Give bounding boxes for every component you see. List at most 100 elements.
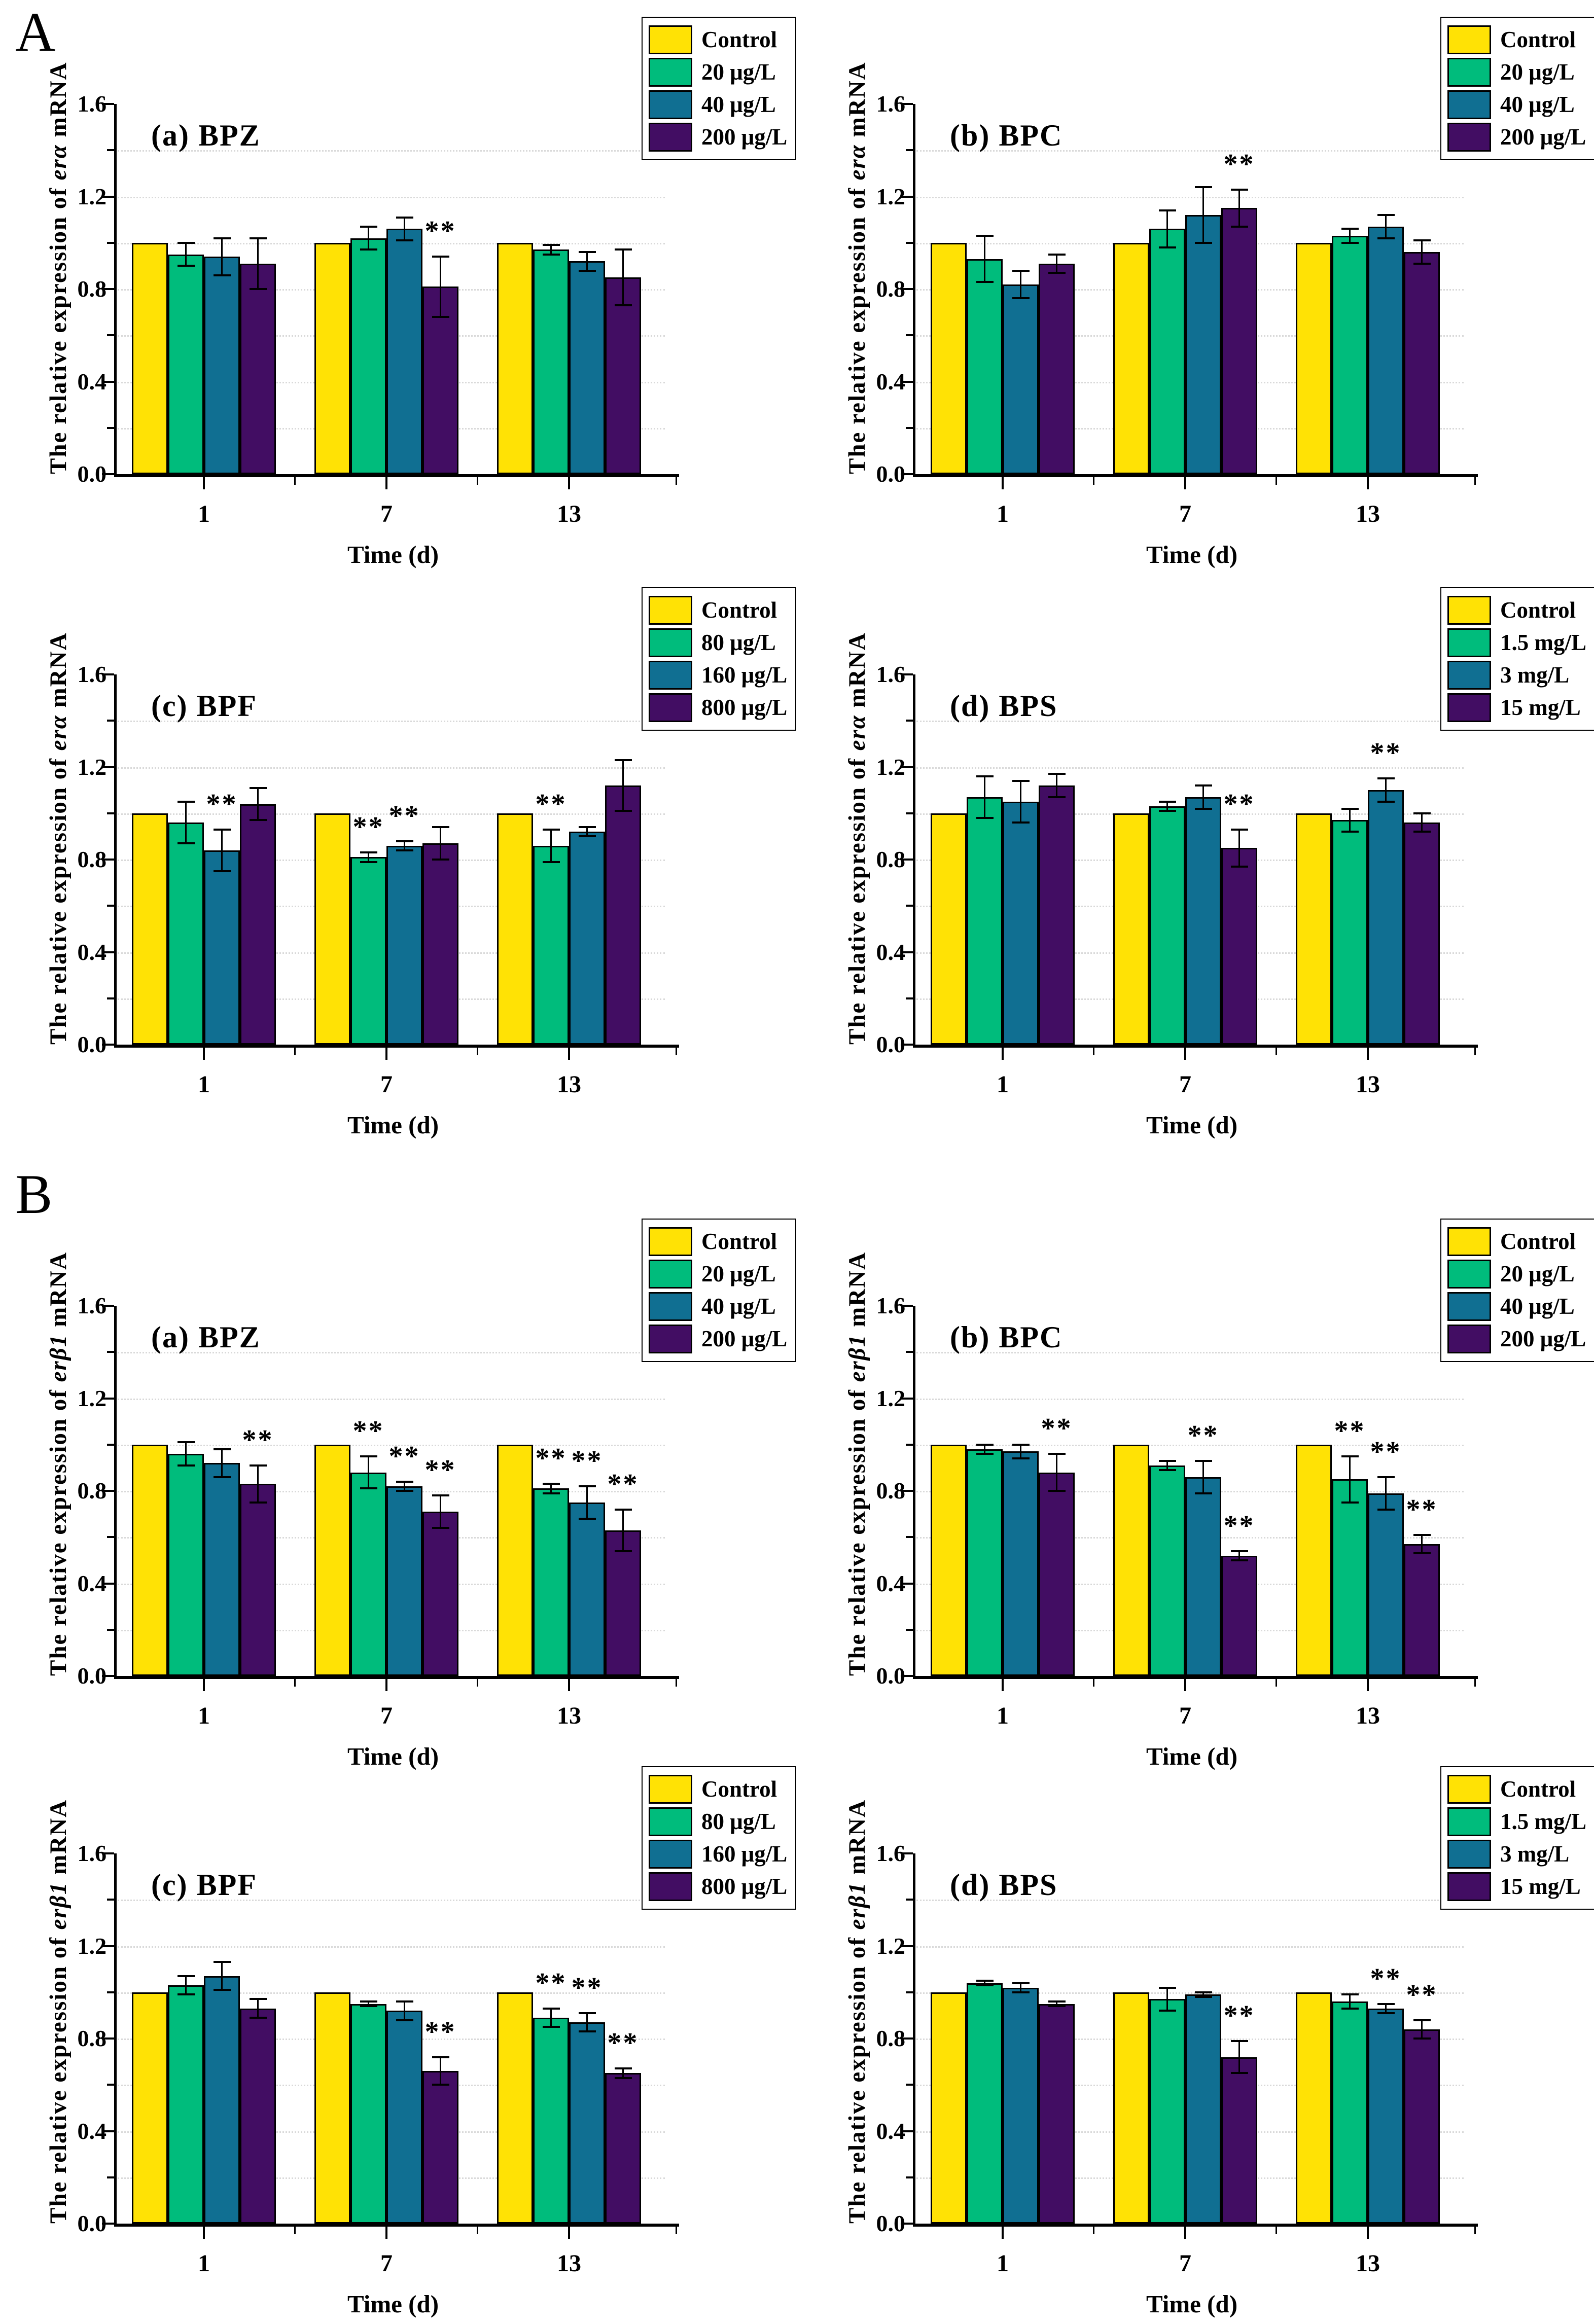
y-minor-tick bbox=[906, 1351, 913, 1353]
error-bar-cap bbox=[614, 2067, 632, 2070]
bar-800-g-L bbox=[422, 843, 458, 1045]
error-bar-cap bbox=[1377, 777, 1395, 780]
bar-800-g-L bbox=[240, 804, 276, 1045]
significance-marker: ** bbox=[1223, 148, 1255, 180]
legend-item: 160 μg/L bbox=[649, 1840, 787, 1869]
legend-swatch bbox=[1447, 1292, 1491, 1321]
error-bar-cap bbox=[1048, 773, 1066, 775]
bar-Control bbox=[497, 1444, 533, 1676]
x-major-tick bbox=[568, 1679, 570, 1691]
bar-1.5-mg-L bbox=[1149, 806, 1185, 1045]
legend-swatch bbox=[649, 628, 692, 657]
bar-200-g-L bbox=[240, 263, 276, 474]
error-bar-cap bbox=[1158, 800, 1176, 803]
x-major-tick bbox=[1002, 1048, 1004, 1060]
x-axis-line bbox=[913, 2224, 1478, 2227]
significance-marker: ** bbox=[1370, 737, 1402, 769]
chart-title: (a) BPZ bbox=[151, 119, 261, 152]
y-axis-line bbox=[913, 104, 915, 477]
error-bar-cap bbox=[213, 1989, 231, 1991]
legend-item: 200 μg/L bbox=[649, 1325, 787, 1353]
x-major-tick bbox=[203, 1048, 205, 1060]
bar-Control bbox=[497, 1992, 533, 2224]
bar-15-mg-L bbox=[1221, 2057, 1257, 2224]
x-major-tick bbox=[1002, 2227, 1004, 2239]
x-axis-title: Time (d) bbox=[347, 1111, 439, 1139]
legend-swatch bbox=[649, 661, 692, 690]
x-minor-tick bbox=[1093, 2227, 1094, 2234]
error-bar bbox=[185, 1976, 187, 1995]
x-tick-label: 1 bbox=[198, 2250, 210, 2277]
y-tick-label: 1.2 bbox=[77, 183, 107, 209]
legend-item: 200 μg/L bbox=[1447, 1325, 1586, 1353]
chart-title: (b) BPC bbox=[950, 119, 1063, 152]
x-tick-label: 7 bbox=[380, 1071, 393, 1098]
error-bar-cap bbox=[360, 248, 377, 251]
y-major-tick bbox=[901, 380, 913, 383]
x-axis-title: Time (d) bbox=[347, 2290, 439, 2318]
y-major-tick bbox=[901, 1044, 913, 1046]
error-bar bbox=[1421, 813, 1423, 832]
y-axis-line bbox=[114, 1306, 117, 1679]
error-bar-cap bbox=[1341, 831, 1359, 833]
y-major-tick bbox=[901, 1305, 913, 1307]
bar-20-g-L bbox=[533, 249, 569, 474]
y-tick-label: 1.6 bbox=[876, 1293, 906, 1318]
y-minor-tick bbox=[107, 905, 114, 907]
legend-swatch bbox=[649, 596, 692, 625]
error-bar-cap bbox=[614, 304, 632, 306]
error-bar-cap bbox=[1012, 1991, 1030, 1993]
legend-swatch bbox=[1447, 596, 1491, 625]
error-bar bbox=[1238, 189, 1240, 227]
error-bar-cap bbox=[1194, 807, 1212, 810]
error-bar-cap bbox=[1377, 2012, 1395, 2014]
legend-item: 40 μg/L bbox=[649, 90, 787, 119]
bar-3-mg-L bbox=[1003, 801, 1039, 1045]
bar-Control bbox=[1113, 1444, 1149, 1676]
legend-swatch bbox=[1447, 628, 1491, 657]
legend-swatch bbox=[1447, 1325, 1491, 1353]
error-bar-cap bbox=[213, 1961, 231, 1963]
bar-160-g-L bbox=[569, 2022, 605, 2224]
y-tick-label: 1.6 bbox=[876, 1840, 906, 1866]
legend-label: Control bbox=[1500, 1229, 1576, 1254]
significance-marker: ** bbox=[571, 1972, 603, 2004]
legend-swatch bbox=[649, 1840, 692, 1869]
y-axis-label-suffix: mRNA bbox=[45, 1799, 72, 1882]
chart-title: (a) BPZ bbox=[151, 1320, 261, 1354]
significance-marker: ** bbox=[535, 788, 567, 820]
error-bar bbox=[440, 2057, 441, 2085]
x-minor-tick bbox=[1276, 477, 1277, 485]
error-bar-cap bbox=[578, 826, 596, 829]
bar-20-g-L bbox=[168, 254, 204, 474]
error-bar-cap bbox=[432, 1527, 449, 1529]
x-minor-tick bbox=[1474, 477, 1476, 485]
chart-title: (d) BPS bbox=[950, 1868, 1058, 1902]
y-minor-tick bbox=[107, 1536, 114, 1539]
x-axis-title: Time (d) bbox=[347, 1742, 439, 1770]
error-bar-cap bbox=[1413, 2019, 1431, 2021]
chart-title: (c) BPF bbox=[151, 1868, 257, 1902]
bar-160-g-L bbox=[386, 2011, 422, 2224]
legend-item: Control bbox=[1447, 596, 1586, 625]
significance-marker: ** bbox=[1406, 1979, 1438, 2011]
error-bar-cap bbox=[1377, 2003, 1395, 2005]
error-bar-cap bbox=[1012, 1457, 1030, 1460]
y-major-tick bbox=[102, 473, 114, 475]
plot-area: (d) BPS ** ** bbox=[901, 673, 1478, 1060]
y-major-tick bbox=[901, 859, 913, 861]
y-minor-tick bbox=[107, 1991, 114, 1993]
bar-Control bbox=[497, 242, 533, 474]
error-bar-cap bbox=[578, 269, 596, 272]
error-bar-cap bbox=[1230, 1550, 1248, 1552]
error-bar-cap bbox=[1341, 1993, 1359, 1996]
legend-label: 800 μg/L bbox=[701, 695, 788, 720]
error-bar-cap bbox=[249, 2016, 267, 2019]
bar-80-g-L bbox=[533, 2017, 569, 2224]
y-minor-tick bbox=[107, 241, 114, 244]
error-bar bbox=[257, 1999, 259, 2018]
y-minor-tick bbox=[107, 2084, 114, 2086]
error-bar-cap bbox=[213, 1476, 231, 1478]
bar-20-g-L bbox=[967, 259, 1003, 474]
legend: Control 20 μg/L 40 μg/L 200 μg/L bbox=[1440, 17, 1594, 160]
